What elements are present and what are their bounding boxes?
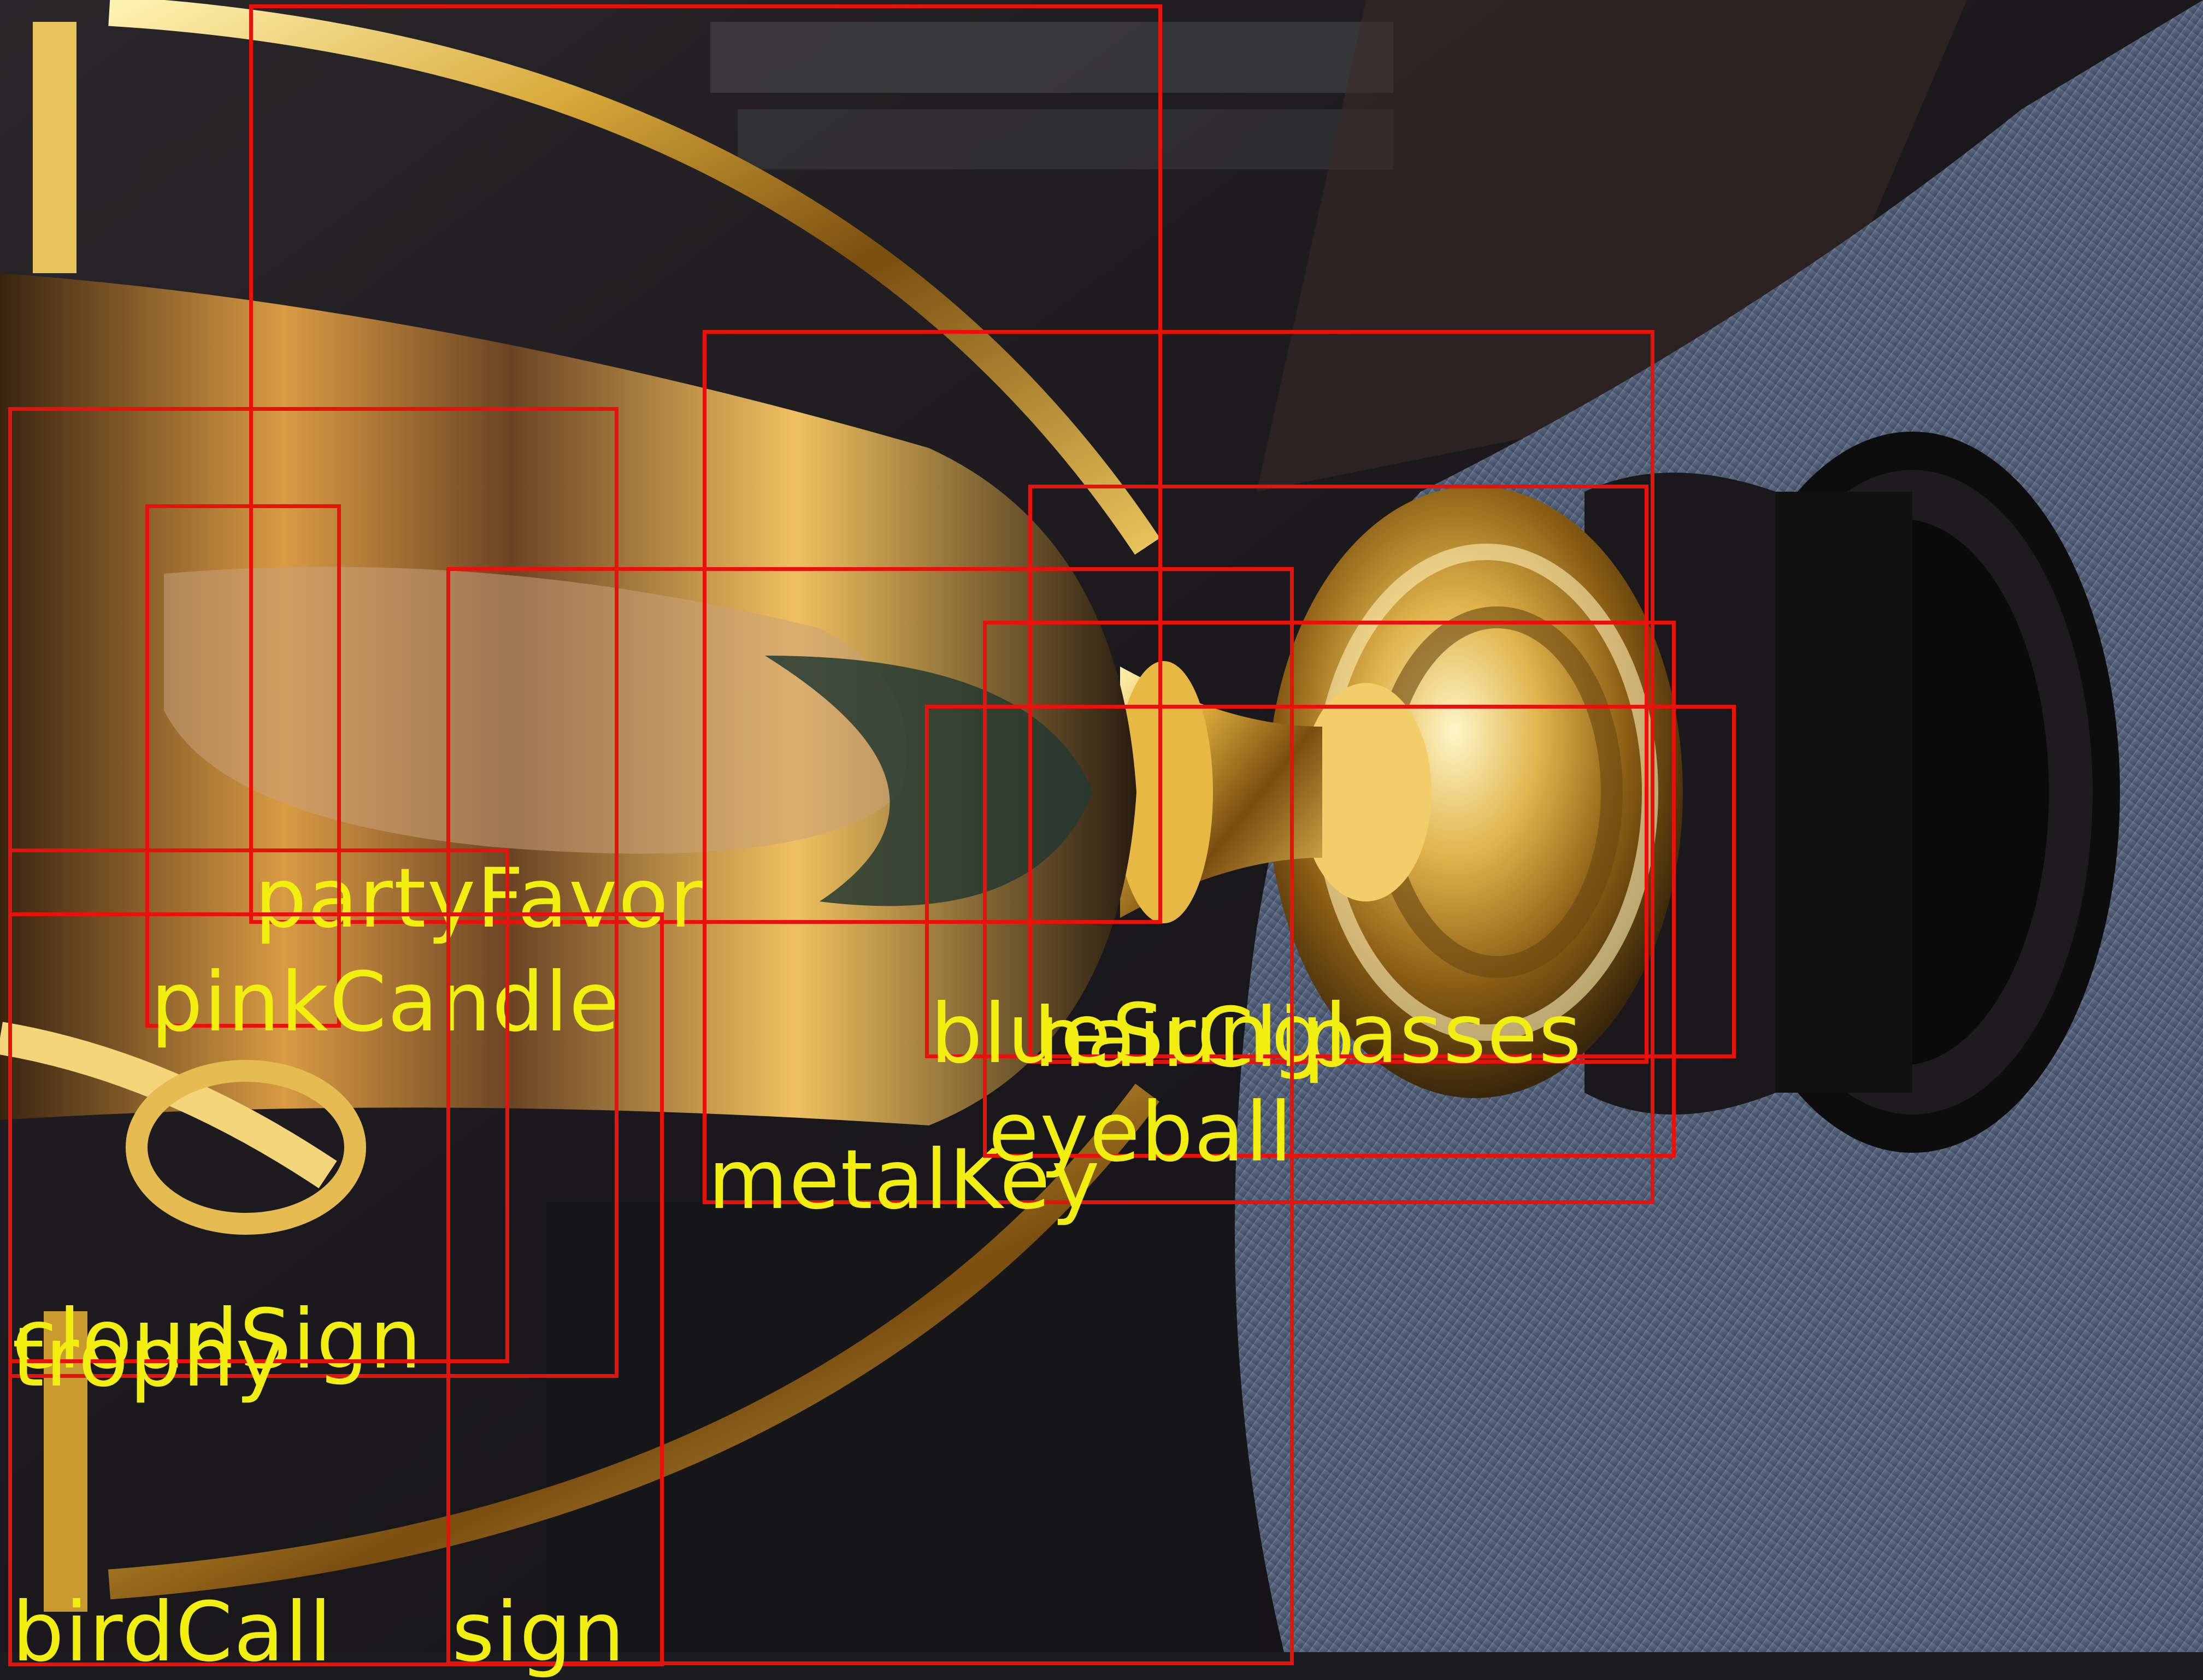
detection-box-pinkCandle (145, 504, 341, 1028)
detection-label-metalKey: metalKey (708, 1133, 1101, 1228)
detection-label-hairClip: hairClip (1034, 991, 1356, 1086)
detection-label-partyFavor: partyFavor (255, 851, 705, 946)
detection-box-sign (446, 567, 1294, 1665)
detection-box-hairClip (1028, 485, 1648, 1064)
detection-label-birdCall: birdCall (12, 1585, 333, 1680)
detection-label-cloudSign: cloudSign (12, 1292, 423, 1387)
detection-box-metalKey (703, 330, 1654, 1204)
detection-label-sign: sign (452, 1585, 626, 1680)
detection-box-blueSunglasses (925, 705, 1736, 1058)
detection-box-eyeball (983, 621, 1676, 1158)
detection-label-blueSunglasses: blueSunglasses (930, 987, 1583, 1082)
detection-label-eyeball: eyeball (988, 1085, 1293, 1180)
detection-label-pinkCandle: pinkCandle (151, 955, 621, 1050)
detection-label-trophy: trophy (12, 1310, 286, 1405)
